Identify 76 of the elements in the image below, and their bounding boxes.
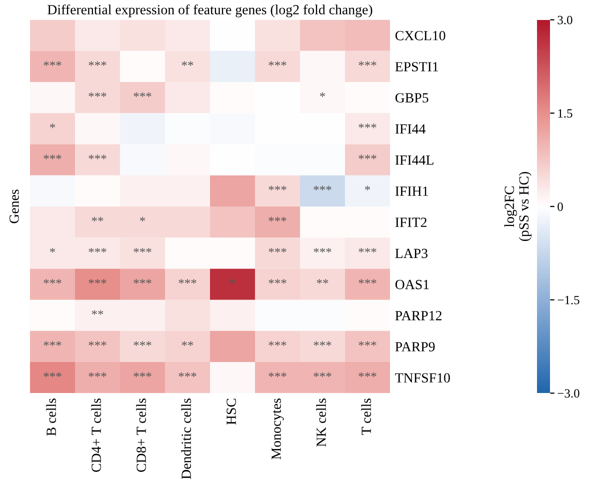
- y-tick-label: TNFSF10: [395, 373, 450, 383]
- x-tick-label: CD8+ T cells: [136, 398, 146, 472]
- data-label: ***: [44, 154, 62, 160]
- data-label: ***: [134, 92, 152, 97]
- data-label: ***: [268, 61, 286, 66]
- data-label: *: [50, 124, 56, 128]
- data-label: ***: [88, 279, 106, 284]
- data-label: ***: [358, 341, 376, 346]
- data-label: ***: [358, 279, 376, 284]
- data-label: ***: [88, 372, 106, 378]
- y-tick-label: PARP9: [395, 342, 435, 352]
- data-label: *: [364, 186, 370, 190]
- data-label: ***: [44, 61, 62, 66]
- data-label: ***: [314, 186, 332, 190]
- y-tick-label: EPSTI1: [395, 62, 438, 72]
- color-bar-label: −1.5: [558, 296, 580, 304]
- data-label: ***: [314, 248, 332, 253]
- data-label: ***: [178, 372, 196, 378]
- x-tick-label: NK cells: [316, 398, 326, 447]
- x-tick-label: CD4+ T cells: [91, 398, 101, 472]
- data-label: *: [230, 279, 236, 284]
- x-tick-label: Monocytes: [272, 398, 284, 460]
- color-bar-label: 0: [558, 202, 563, 211]
- x-tick-label: B cells: [46, 398, 56, 436]
- data-label: **: [182, 61, 194, 66]
- data-label: ***: [268, 372, 286, 378]
- data-label: ***: [88, 154, 106, 160]
- data-label: ***: [358, 124, 376, 128]
- data-label: *: [50, 248, 56, 253]
- data-label: ***: [88, 92, 106, 97]
- data-label: **: [92, 216, 104, 222]
- x-tick-label: T cells: [361, 398, 371, 435]
- y-tick-label: CXCL10: [395, 30, 446, 40]
- y-tick-label: GBP5: [395, 93, 428, 103]
- data-label: ***: [268, 341, 286, 346]
- color-bar-label: −3.0: [558, 389, 580, 398]
- data-label: ***: [314, 341, 332, 346]
- data-label: ***: [44, 372, 62, 378]
- data-label: ***: [178, 279, 196, 284]
- data-label: ***: [358, 154, 376, 160]
- data-label: ***: [358, 61, 376, 66]
- color-bar-label: 3.0: [558, 16, 572, 24]
- y-tick-label: PARP12: [395, 311, 442, 320]
- data-label: ***: [134, 341, 152, 346]
- data-label: ***: [358, 372, 376, 378]
- data-label: ***: [134, 248, 152, 253]
- x-tick-label: HSC: [226, 398, 236, 425]
- y-tick-label: OAS1: [395, 280, 429, 290]
- data-label: *: [140, 216, 146, 222]
- data-label: ***: [134, 279, 152, 284]
- data-label: *: [320, 92, 326, 97]
- data-label: ***: [268, 279, 286, 284]
- data-label: ***: [134, 372, 152, 378]
- data-label: ***: [88, 341, 106, 346]
- data-label: ***: [314, 372, 332, 378]
- chart-title: Differential expression of feature genes (log2 fold change): [48, 4, 372, 18]
- data-label: ***: [44, 279, 62, 284]
- y-tick-label: LAP3: [395, 248, 428, 258]
- data-label: ***: [44, 341, 62, 346]
- data-label: ***: [88, 248, 106, 253]
- data-label: ***: [358, 248, 376, 253]
- x-tick-label: Dendritic cells: [181, 398, 191, 479]
- data-label: **: [182, 341, 194, 346]
- data-label: ***: [268, 186, 286, 190]
- y-tick-label: IFIH1: [395, 186, 428, 196]
- y-tick-label: IFIT2: [395, 218, 426, 227]
- data-label: **: [92, 310, 104, 315]
- data-label: ***: [268, 248, 286, 253]
- color-bar-title: log2FC (pSS vs HC): [504, 172, 532, 241]
- y-tick-label: IFI44: [395, 124, 426, 134]
- data-label: ***: [88, 61, 106, 66]
- data-label: ***: [268, 216, 286, 222]
- color-bar-label: 1.5: [558, 109, 572, 118]
- data-label: **: [316, 279, 328, 284]
- y-tick-label: IFI44L: [395, 155, 434, 165]
- y-axis-title: Genes: [10, 190, 19, 224]
